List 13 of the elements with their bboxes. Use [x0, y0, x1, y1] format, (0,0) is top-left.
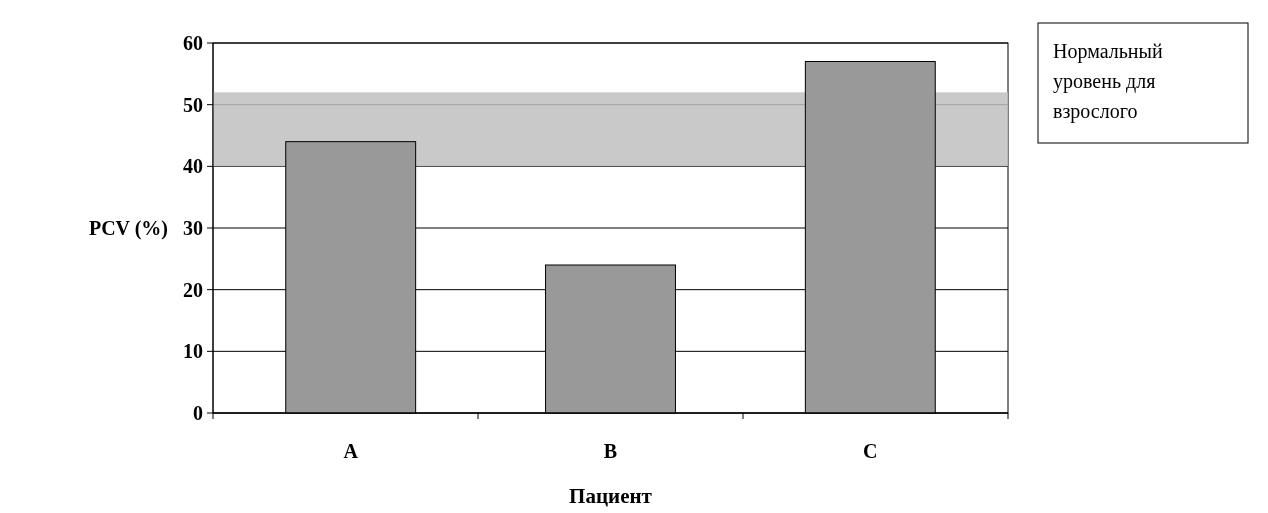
x-tick-label: A [343, 440, 359, 462]
x-tick-label: C [863, 440, 878, 462]
x-axis-title: Пациент [569, 484, 653, 508]
y-tick-label: 60 [183, 32, 203, 54]
y-tick-label: 0 [193, 402, 203, 424]
x-tick-label: B [603, 440, 618, 462]
y-tick-label: 50 [183, 93, 203, 116]
y-axis-title: PCV (%) [88, 217, 168, 240]
y-tick-label: 20 [183, 278, 203, 301]
y-tick-label: 30 [183, 217, 203, 239]
y-tick-label: 10 [183, 340, 203, 363]
band-label: Нормальный уровень для взрослого [1053, 40, 1163, 123]
y-tick-label: 40 [183, 155, 203, 178]
